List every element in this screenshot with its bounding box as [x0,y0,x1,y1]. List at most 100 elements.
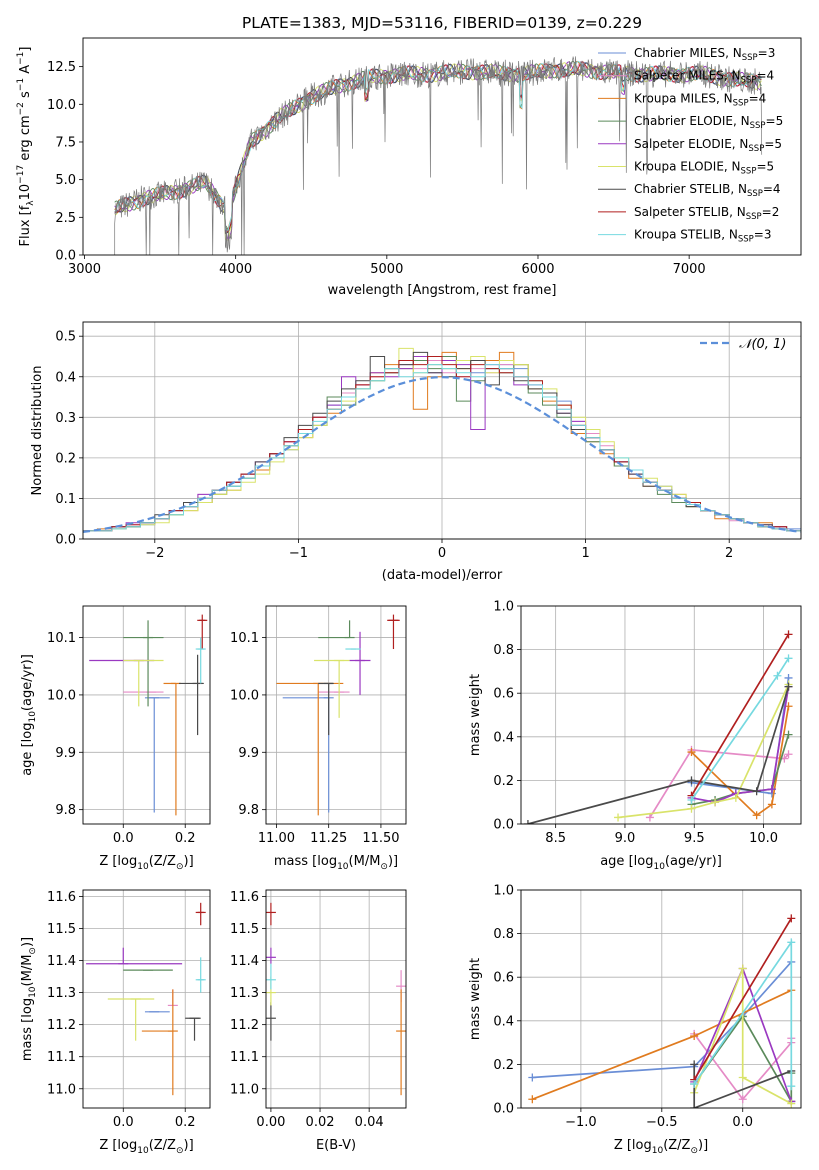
y-tick-label: 0.0 [493,818,514,833]
x-tick-label: 0 [438,546,446,561]
weight-marker [687,796,696,805]
errorbar-point [349,631,371,695]
y-tick-label: 0.6 [493,971,514,986]
legend-entry: Kroupa MILES, NSSP=4 [634,91,766,108]
residuals-x-label: (data-model)/error [382,568,503,583]
errorbar-point [387,614,400,650]
weight-marker [690,1032,699,1041]
residuals-y-label: Normed distribution [30,366,45,496]
x-tick-label: 9.5 [684,831,705,846]
x-tick-label: 8.5 [545,831,566,846]
weight-marker [787,914,796,923]
x-tick-label: 11.50 [362,831,399,846]
weight_vs_Z-x-label-part: )] [698,1138,708,1153]
weight-line [532,961,792,1079]
mass_vs_Z-x-label: Z [log10(Z/Z⊙)] [99,1138,193,1156]
legend-eq: =4 [756,69,774,83]
weight-marker [784,682,793,691]
errorbar-point [318,682,334,736]
y-tick-label: 0.1 [55,492,76,507]
legend-label: Kroupa STELIB, N [634,228,738,242]
errorbar-point [266,1002,276,1041]
weight_vs_Z-axes: −1.0 −0.5 0.0 0.0 0.2 0.4 0.6 0.8 1.0 Z [log10(Z/… [468,884,802,1156]
age_vs_mass-x-label-part: mass [log [274,854,337,869]
x-tick-label: 9.0 [615,831,636,846]
y-tick-label: 0.8 [493,643,514,658]
age_vs_Z-y-label-part: 10 [28,711,38,723]
x-tick-label: −2 [145,546,164,561]
weight-marker [687,776,696,785]
y-tick-label: 1.0 [493,600,514,615]
weight-marker [687,804,696,813]
weight-line [693,968,792,1105]
spectrum-y-label-part: −2 [16,102,26,115]
age_vs_Z-y-label: age [log10(age/yr)] [20,654,38,776]
x-tick-label: 0.2 [175,831,196,846]
weight_vs_Z-x-label-part: (Z/Z [663,1138,690,1153]
weight-marker [767,785,776,794]
age_vs_mass-x-label-part: (M/M [349,854,381,869]
x-tick-label: 7000 [673,262,706,277]
y-tick-label: 0.0 [493,1102,514,1117]
y-tick-label: 11.4 [230,954,259,969]
errorbar-point [266,963,276,990]
weight-marker [787,938,796,947]
y-tick-label: 11.6 [47,890,76,905]
weight-marker [690,1060,699,1069]
weight-line [690,706,790,817]
spectrum-y-label-part: 10 [18,184,33,201]
x-tick-label: 3000 [68,262,101,277]
errorbar-point [318,620,355,639]
mass_vs_Z-y-label: mass [log10(M/M⊙)] [20,937,38,1061]
legend-entry: Salpeter ELODIE, NSSP=5 [634,137,782,154]
y-tick-label: 9.9 [55,746,76,761]
y-tick-label: 11.1 [230,1050,259,1065]
weight_vs_age-y-label: mass weight [468,674,483,756]
errorbar-point [266,947,276,964]
weight_vs_age-axes: 8.5 9.0 9.5 10.0 0.0 0.2 0.4 0.6 0.8 1.0 age [log1… [468,600,802,872]
spectrum-y-label-part: s [18,91,33,102]
weight-line [649,749,790,818]
legend-sub: SSP [738,235,754,245]
errorbar-point [195,637,206,684]
weight-marker [787,1099,796,1108]
x-tick-label: −1.0 [565,1115,597,1130]
weight-marker [773,671,782,680]
legend-entry: Kroupa ELODIE, NSSP=5 [634,160,774,177]
weight-marker [767,800,776,809]
y-tick-label: 5.0 [55,173,76,188]
legend-entry: Chabrier ELODIE, NSSP=5 [634,114,783,131]
legend-entry: Chabrier MILES, NSSP=3 [634,46,775,63]
age_vs_Z-points [89,614,208,816]
errorbar-point [185,1017,201,1041]
x-tick-label: 0.0 [113,831,134,846]
histogram-series [83,347,801,533]
legend-label: Kroupa MILES, N [634,91,733,105]
observed-spectrum-line [114,55,763,255]
mass_vs_Z-y-label-part: )] [20,937,35,947]
weight-marker [528,1073,537,1082]
y-tick-label: 9.8 [55,803,76,818]
spectrum-y-label-part: A [18,65,33,78]
spectrum-axes: 3000 4000 5000 6000 7000 0.0 2.5 5.0 7.5 10.0 12.5… [16,14,802,298]
legend-entry: Salpeter MILES, NSSP=4 [634,69,774,86]
x-tick-label: 1 [581,546,589,561]
weight-marker [731,793,740,802]
errorbar-point [282,697,334,813]
legend-label: Chabrier ELODIE, N [634,114,750,128]
mass_vs_Z-y-label-part: mass [log [20,998,35,1061]
residuals-frame [82,321,802,540]
weight-marker [738,1095,747,1104]
weight-marker [784,750,793,759]
mass_vs_Z-y-label-part: (M/M [20,955,35,987]
age_vs_Z-y-label-part: (age/yr)] [20,654,35,711]
spectrum-frame [82,37,802,256]
weight_vs_Z-x-label-part: ⊙ [690,1146,698,1156]
legend-label: Salpeter MILES, N [634,69,741,83]
weight-marker [738,1073,747,1082]
y-tick-label: 0.8 [493,927,514,942]
legend-entry: Salpeter STELIB, NSSP=2 [634,205,779,222]
weight-line [690,633,790,797]
